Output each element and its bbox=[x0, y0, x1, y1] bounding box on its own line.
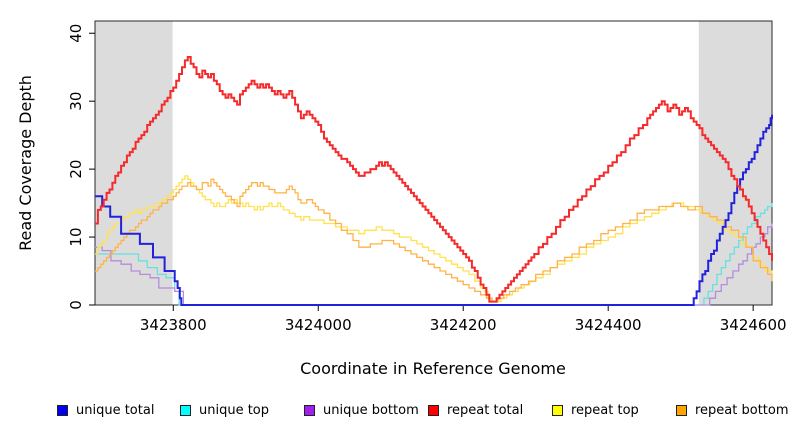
legend-label-repeat-bottom: repeat bottom bbox=[695, 402, 789, 418]
legend-swatch-unique-total bbox=[57, 404, 68, 416]
legend-item-repeat-bottom: repeat bottom bbox=[676, 400, 789, 420]
plot-frame bbox=[94, 20, 773, 306]
series-line-unique-bottom bbox=[95, 223, 773, 306]
y-tick-label: 20 bbox=[67, 160, 85, 179]
legend-item-unique-total: unique total bbox=[57, 400, 154, 420]
legend-label-unique-top: unique top bbox=[199, 402, 270, 418]
x-tick-label: 3423800 bbox=[140, 316, 207, 334]
legend-label-unique-total: unique total bbox=[76, 402, 155, 418]
legend-item-repeat-top: repeat top bbox=[552, 400, 639, 420]
x-axis-title: Coordinate in Reference Genome bbox=[300, 359, 566, 378]
shaded-regions bbox=[95, 21, 772, 305]
legend-label-repeat-top: repeat top bbox=[571, 402, 639, 418]
legend-swatch-repeat-total bbox=[428, 404, 439, 416]
y-tick-label: 0 bbox=[67, 300, 85, 310]
plot-border bbox=[94, 20, 773, 306]
legend-swatch-unique-top bbox=[180, 404, 191, 416]
legend-swatch-repeat-bottom bbox=[676, 404, 687, 416]
y-tick-label: 10 bbox=[67, 228, 85, 247]
legend-item-unique-bottom: unique bottom bbox=[304, 400, 419, 420]
legend-swatch-unique-bottom bbox=[304, 404, 315, 416]
legend-item-unique-top: unique top bbox=[180, 400, 269, 420]
y-tick-label: 40 bbox=[67, 24, 85, 43]
x-tick-label: 3424400 bbox=[575, 316, 642, 334]
legend-label-unique-bottom: unique bottom bbox=[323, 402, 419, 418]
legend: unique total unique top unique bottom repea… bbox=[0, 400, 792, 424]
series-line-unique-top bbox=[95, 203, 773, 306]
y-axis: 0 10 20 30 40 bbox=[67, 24, 95, 310]
series-line-repeat-bottom bbox=[95, 178, 773, 303]
x-tick-label: 3424200 bbox=[430, 316, 497, 334]
series-lines bbox=[95, 56, 773, 306]
legend-item-repeat-total: repeat total bbox=[428, 400, 523, 420]
x-tick-label: 3424600 bbox=[720, 316, 787, 334]
series-line-repeat-total bbox=[95, 56, 773, 303]
legend-swatch-repeat-top bbox=[552, 404, 563, 416]
x-axis: 3423800 3424000 3424200 3424400 3424600 bbox=[140, 305, 787, 334]
series-line-repeat-top bbox=[95, 175, 773, 303]
y-axis-title: Read Coverage Depth bbox=[16, 75, 35, 251]
y-tick-label: 30 bbox=[67, 92, 85, 111]
series-line-unique-total bbox=[95, 114, 773, 306]
legend-label-repeat-total: repeat total bbox=[447, 402, 524, 418]
left-shaded-region bbox=[95, 21, 173, 305]
x-tick-label: 3424000 bbox=[285, 316, 352, 334]
